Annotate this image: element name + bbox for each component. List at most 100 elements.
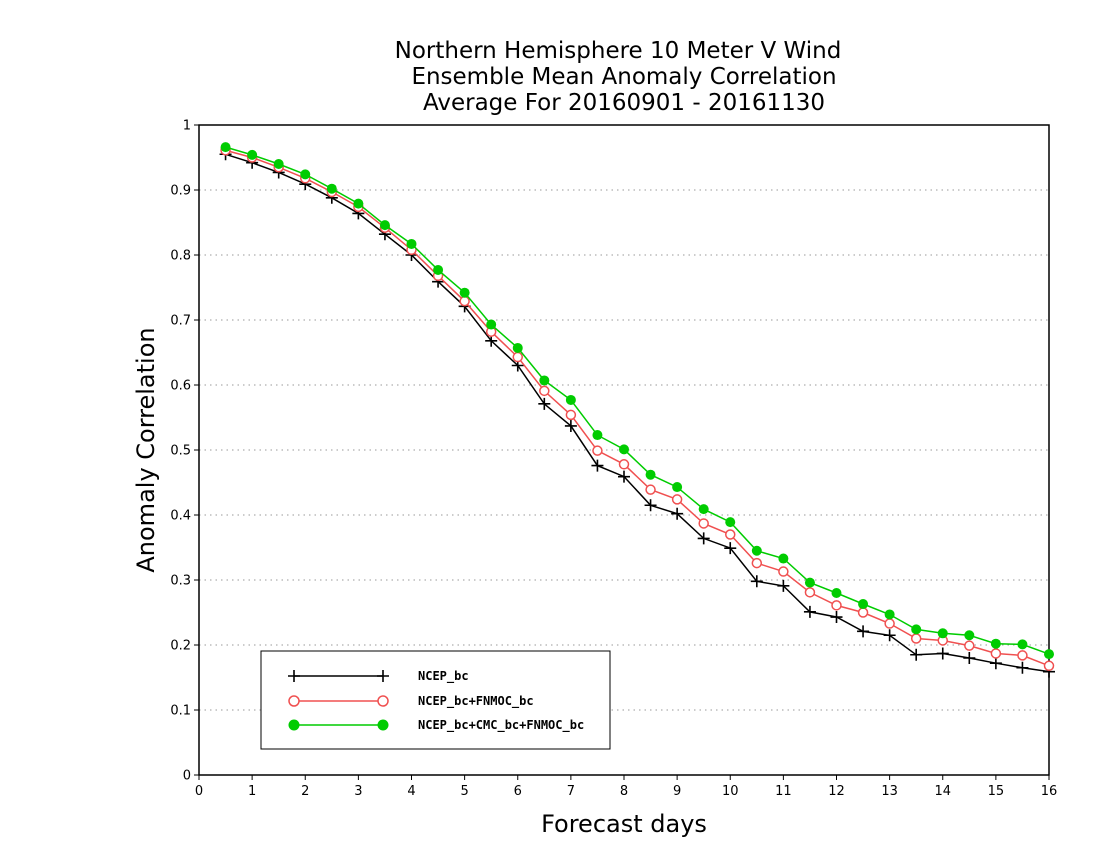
legend-marker-ncep-bc-right: [377, 670, 389, 682]
data-point: [884, 618, 895, 629]
data-point: [778, 566, 789, 577]
y-axis-ticks: 0 0.1 0.2 0.3 0.4 0.5 0.6 0.7 0.8 0.9 1: [170, 119, 199, 784]
data-point: [220, 142, 231, 153]
data-point: [724, 542, 737, 555]
chart-title-line-3: Average For 20160901 - 20161130: [423, 90, 825, 116]
data-point: [671, 507, 684, 520]
y-tick-label: 0.5: [170, 444, 191, 459]
y-tick-label: 0.4: [170, 509, 191, 524]
x-tick-label: 6: [514, 784, 522, 799]
x-tick-label: 10: [722, 784, 739, 799]
x-tick-label: 11: [775, 784, 792, 799]
series-line-3: [225, 146, 1050, 655]
legend-marker-ncep-fnmoc-left: [288, 695, 300, 707]
data-point: [990, 648, 1002, 659]
data-point: [671, 494, 683, 505]
data-point: [1017, 650, 1028, 661]
y-axis-label: Anomaly Correlation: [132, 327, 160, 572]
data-point: [592, 445, 603, 456]
data-point: [910, 633, 922, 644]
data-point: [858, 599, 869, 610]
data-point: [591, 459, 604, 472]
y-tick-label: 0.2: [170, 639, 191, 654]
data-point: [963, 652, 976, 664]
series-line-1: [225, 153, 1050, 673]
data-point: [751, 545, 762, 556]
data-point: [564, 419, 577, 432]
series-1: [219, 148, 1055, 678]
data-point: [619, 444, 629, 455]
data-point: [539, 385, 550, 397]
series-layer: [219, 142, 1055, 678]
legend-label-ncep-bc: NCEP_bc: [418, 669, 469, 684]
x-tick-label: 2: [301, 784, 309, 799]
data-point: [459, 287, 470, 298]
data-point: [964, 640, 975, 651]
x-axis-label: Forecast days: [541, 810, 707, 838]
y-tick-label: 0: [183, 769, 191, 784]
legend-marker-ncep-cmc-fnmoc-right: [377, 719, 389, 731]
data-point: [326, 183, 337, 194]
data-point: [725, 517, 736, 528]
x-tick-label: 8: [620, 784, 628, 799]
data-point: [937, 628, 948, 639]
x-tick-label: 16: [1041, 784, 1058, 799]
data-point: [512, 342, 523, 353]
legend-item-ncep-fnmoc: NCEP_bc+FNMOC_bc: [288, 694, 534, 709]
series-3: [220, 142, 1054, 660]
data-point: [592, 430, 603, 441]
data-point: [486, 319, 497, 330]
x-tick-label: 0: [195, 784, 203, 799]
x-tick-label: 13: [881, 784, 898, 799]
data-point: [830, 611, 843, 624]
data-point: [857, 625, 870, 638]
data-point: [406, 238, 417, 249]
data-point: [512, 351, 523, 363]
data-point: [831, 588, 842, 598]
legend-marker-ncep-bc-left: [288, 670, 300, 682]
data-point: [300, 169, 311, 180]
data-point: [831, 600, 842, 611]
x-tick-label: 9: [673, 784, 681, 799]
data-point: [618, 470, 630, 483]
data-point: [698, 518, 709, 529]
data-point: [645, 469, 656, 480]
legend-marker-ncep-cmc-fnmoc-left: [288, 719, 300, 731]
data-point: [1043, 660, 1055, 672]
data-point: [379, 220, 390, 231]
data-point: [645, 484, 656, 495]
data-point: [883, 629, 896, 642]
data-point: [804, 587, 816, 598]
x-tick-label: 14: [934, 784, 951, 799]
x-axis-ticks: 0 1 2 3 4 5 6 7 8 9 10 11 12 13 14 15 16: [195, 775, 1057, 799]
data-point: [804, 577, 815, 588]
data-point: [884, 609, 895, 620]
y-tick-label: 0.8: [170, 249, 191, 264]
data-point: [911, 624, 922, 635]
legend-label-ncep-fnmoc: NCEP_bc+FNMOC_bc: [418, 694, 534, 709]
data-point: [725, 529, 736, 540]
series-2: [220, 145, 1055, 672]
data-point: [1017, 639, 1028, 650]
data-point: [459, 295, 470, 307]
legend-marker-ncep-fnmoc-right: [377, 695, 389, 707]
y-tick-label: 0.6: [170, 379, 191, 394]
data-point: [565, 394, 576, 405]
data-point: [990, 638, 1001, 649]
x-tick-label: 15: [988, 784, 1005, 799]
data-point: [618, 459, 630, 470]
data-point: [910, 648, 923, 661]
data-point: [1044, 649, 1054, 660]
x-tick-label: 1: [248, 784, 256, 799]
x-tick-label: 5: [460, 784, 468, 799]
x-tick-label: 4: [407, 784, 415, 799]
legend-item-ncep-bc: NCEP_bc: [288, 669, 469, 684]
data-point: [698, 504, 709, 515]
data-point: [936, 647, 949, 660]
data-point: [697, 532, 710, 545]
y-tick-label: 0.9: [170, 184, 191, 199]
y-tick-label: 1: [183, 119, 191, 134]
y-tick-label: 0.7: [170, 314, 191, 329]
data-point: [644, 499, 657, 512]
